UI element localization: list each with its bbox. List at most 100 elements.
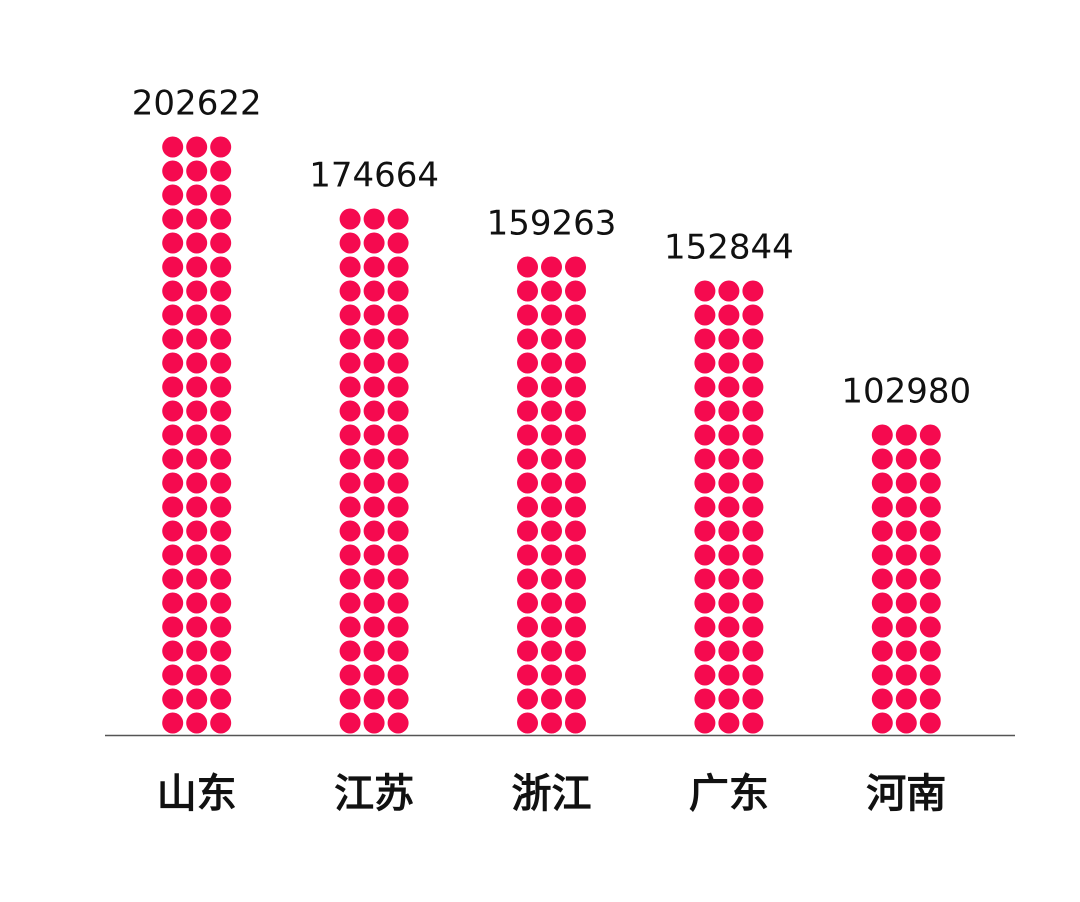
dot: [718, 304, 740, 326]
dot: [387, 616, 409, 638]
dot: [186, 328, 208, 350]
dot: [694, 448, 716, 470]
dot: [162, 520, 184, 542]
dot: [387, 520, 409, 542]
dot: [541, 688, 562, 710]
dot: [742, 520, 764, 542]
dot: [919, 664, 941, 686]
dot: [339, 544, 361, 566]
dot: [565, 424, 586, 446]
dot: [339, 400, 361, 422]
dot: [694, 472, 716, 494]
dot: [339, 448, 361, 470]
dot: [363, 448, 385, 470]
dot: [541, 616, 562, 638]
dot: [339, 616, 361, 638]
dot: [517, 400, 538, 422]
dot: [694, 280, 716, 302]
dot: [517, 712, 538, 734]
dot: [718, 712, 740, 734]
dot: [210, 256, 232, 278]
dot: [210, 280, 232, 302]
dot: [871, 592, 893, 614]
dot: [742, 352, 764, 374]
dot: [162, 640, 184, 662]
dot: [718, 616, 740, 638]
dot: [565, 616, 586, 638]
value-label: 152844: [664, 228, 794, 268]
dot: [541, 304, 562, 326]
dot: [210, 712, 232, 734]
dot: [387, 496, 409, 518]
dot: [694, 304, 716, 326]
dot: [210, 616, 232, 638]
dot: [387, 664, 409, 686]
dot: [186, 352, 208, 374]
dot: [186, 136, 208, 158]
dot: [694, 328, 716, 350]
dot: [565, 448, 586, 470]
dot: [742, 616, 764, 638]
dot: [339, 424, 361, 446]
dot: [186, 496, 208, 518]
dot: [919, 616, 941, 638]
dot: [339, 592, 361, 614]
dot: [339, 520, 361, 542]
dot: [363, 208, 385, 230]
dot: [186, 184, 208, 206]
dot: [565, 640, 586, 662]
dot-bar: [871, 424, 941, 734]
dot: [162, 400, 184, 422]
dot: [162, 472, 184, 494]
dot: [162, 616, 184, 638]
dot: [363, 712, 385, 734]
dot: [363, 328, 385, 350]
dot: [162, 424, 184, 446]
dot: [387, 712, 409, 734]
dot: [387, 544, 409, 566]
dot: [541, 472, 562, 494]
dot: [565, 256, 586, 278]
dot: [718, 376, 740, 398]
dot: [363, 568, 385, 590]
dot: [162, 712, 184, 734]
dot: [895, 664, 917, 686]
value-label: 202622: [132, 84, 262, 124]
dot: [871, 712, 893, 734]
dot: [694, 568, 716, 590]
dot: [210, 640, 232, 662]
dot: [718, 472, 740, 494]
dot: [565, 520, 586, 542]
dot: [339, 328, 361, 350]
dot: [694, 616, 716, 638]
dot: [565, 304, 586, 326]
dot: [565, 328, 586, 350]
dot-bar: [339, 208, 409, 734]
dot: [363, 304, 385, 326]
dot: [895, 712, 917, 734]
dot: [186, 640, 208, 662]
dot: [718, 424, 740, 446]
dot: [895, 568, 917, 590]
dot: [387, 640, 409, 662]
dot: [162, 592, 184, 614]
dot: [210, 520, 232, 542]
dot: [186, 304, 208, 326]
dot: [387, 400, 409, 422]
dot: [186, 712, 208, 734]
dot: [919, 424, 941, 446]
dot: [694, 352, 716, 374]
dot: [387, 592, 409, 614]
dot: [694, 688, 716, 710]
value-label: 174664: [309, 156, 439, 196]
dot: [162, 376, 184, 398]
dot: [363, 352, 385, 374]
dot: [718, 400, 740, 422]
dot: [517, 472, 538, 494]
dot: [871, 688, 893, 710]
dot: [871, 544, 893, 566]
dot: [694, 664, 716, 686]
dot: [541, 712, 562, 734]
